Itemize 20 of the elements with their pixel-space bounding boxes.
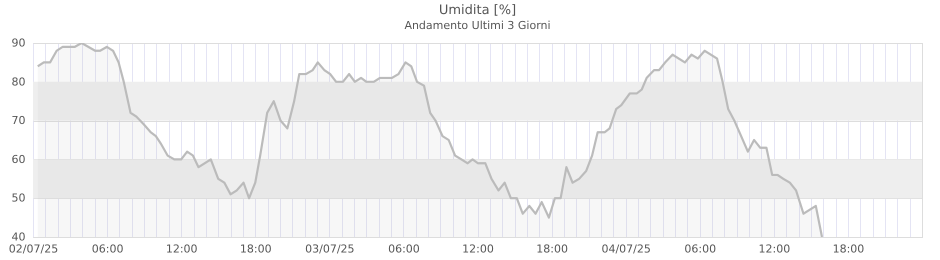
chart-subtitle: Andamento Ultimi 3 Giorni [404,19,551,32]
x-tick-label: 18:00 [240,242,272,256]
chart-title: Umidita [%] [438,3,516,18]
x-tick-label: 12:00 [166,242,198,256]
x-tick-label: 18:00 [536,242,568,256]
y-tick-label: 60 [12,152,26,166]
y-tick-label: 50 [12,192,26,205]
x-tick-label: 02/07/25 [8,242,58,256]
x-tick-label: 12:00 [758,242,790,256]
x-tick-label: 06:00 [92,242,124,256]
x-tick-label: 06:00 [388,242,420,256]
y-tick-label: 80 [12,75,26,88]
y-tick-label: 40 [12,230,26,244]
y-tick-label: 70 [12,114,26,128]
y-tick-label: 90 [12,36,26,50]
x-tick-label: 03/07/25 [305,242,355,256]
x-tick-label: 04/07/25 [601,242,651,256]
x-tick-label: 18:00 [832,242,864,256]
x-tick-label: 12:00 [462,242,494,256]
x-tick-label: 06:00 [684,242,716,256]
